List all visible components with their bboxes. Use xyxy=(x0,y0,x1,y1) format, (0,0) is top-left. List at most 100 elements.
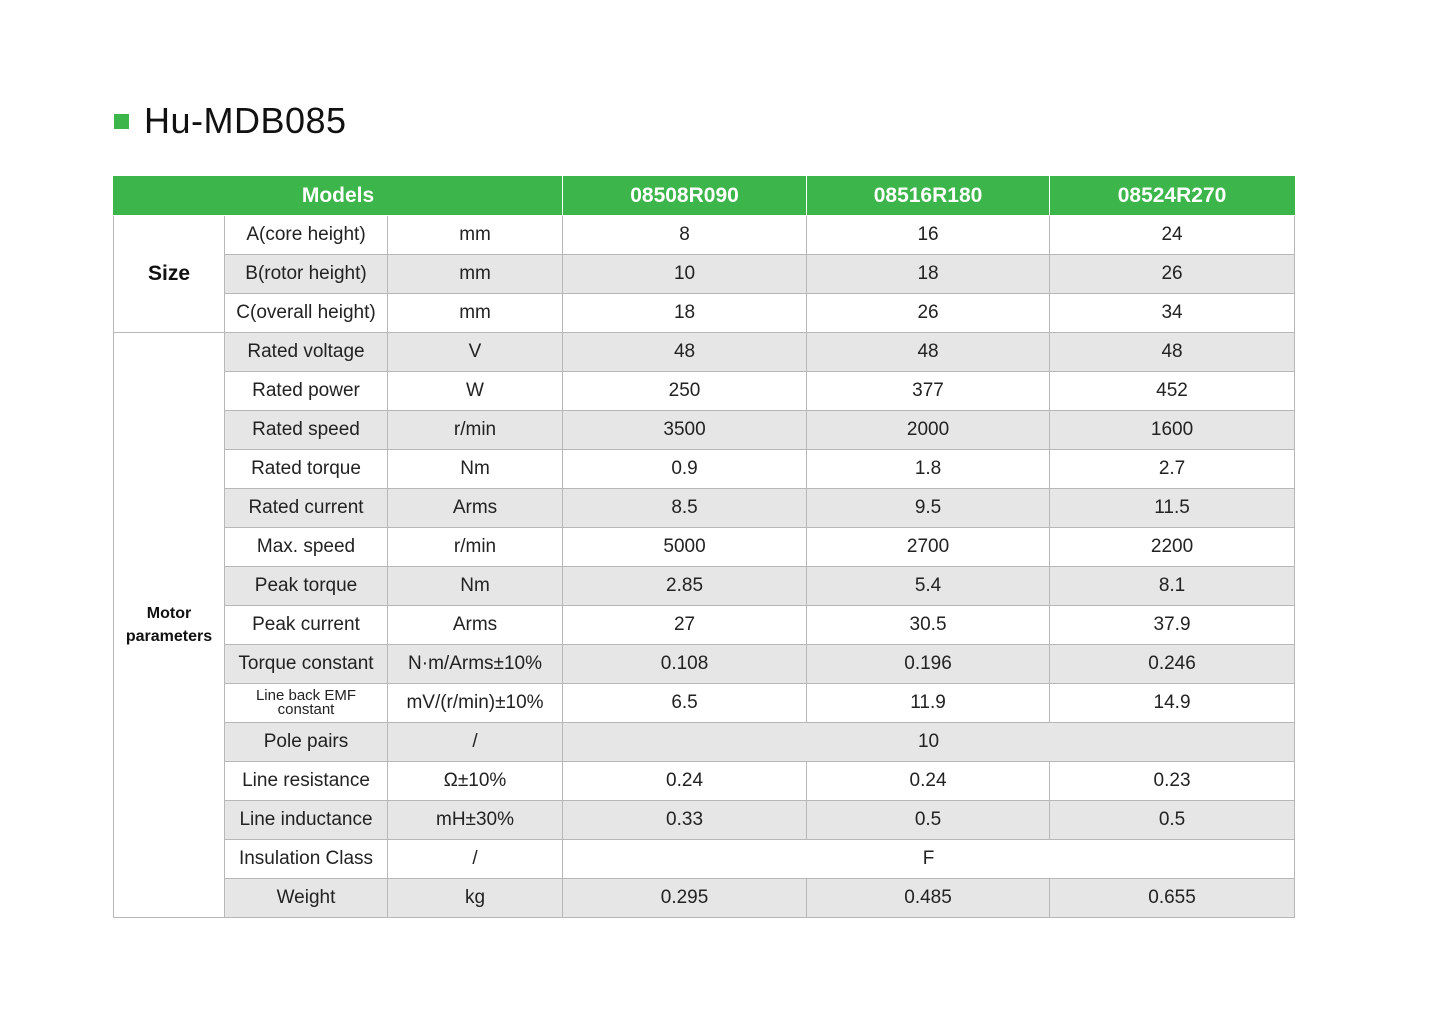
param-label: Weight xyxy=(224,878,388,918)
value-cell: 0.24 xyxy=(806,761,1051,801)
param-label: Peak torque xyxy=(224,566,388,606)
value-cell: 452 xyxy=(1049,371,1296,411)
merged-value-cell: 10 xyxy=(562,722,1296,762)
table-row: Weight kg 0.295 0.485 0.655 xyxy=(114,878,1296,918)
unit-cell: mm xyxy=(386,293,564,333)
value-cell: 0.196 xyxy=(806,644,1051,684)
unit-cell: mV/(r/min)±10% xyxy=(386,683,564,723)
param-label-line: constant xyxy=(277,701,335,718)
value-cell: 26 xyxy=(1049,254,1296,294)
param-label: Rated torque xyxy=(224,449,388,489)
value-cell: 5.4 xyxy=(806,566,1051,606)
table-row: Pole pairs / 10 xyxy=(114,722,1296,762)
value-cell: 0.295 xyxy=(562,878,808,918)
merged-value-cell: F xyxy=(562,839,1296,879)
table-row: Peak torque Nm 2.85 5.4 8.1 xyxy=(114,566,1296,606)
table-row: Line inductance mH±30% 0.33 0.5 0.5 xyxy=(114,800,1296,840)
value-cell: 18 xyxy=(562,293,808,333)
unit-cell: V xyxy=(386,332,564,372)
unit-cell: W xyxy=(386,371,564,411)
square-bullet-icon xyxy=(114,113,129,129)
value-cell: 10 xyxy=(562,254,808,294)
unit-cell: N·m/Arms±10% xyxy=(386,644,564,684)
value-cell: 8.5 xyxy=(562,488,808,528)
value-cell: 9.5 xyxy=(806,488,1051,528)
value-cell: 0.246 xyxy=(1049,644,1296,684)
value-cell: 2200 xyxy=(1049,527,1296,567)
param-label: C(overall height) xyxy=(224,293,388,333)
value-cell: 8 xyxy=(562,215,808,255)
table-row: C(overall height) mm 18 26 34 xyxy=(114,293,1296,333)
value-cell: 48 xyxy=(1049,332,1296,372)
value-cell: 16 xyxy=(806,215,1051,255)
value-cell: 0.33 xyxy=(562,800,808,840)
value-cell: 48 xyxy=(806,332,1051,372)
value-cell: 2700 xyxy=(806,527,1051,567)
unit-cell: mH±30% xyxy=(386,800,564,840)
value-cell: 11.9 xyxy=(806,683,1051,723)
value-cell: 0.5 xyxy=(1049,800,1296,840)
table-row: Rated torque Nm 0.9 1.8 2.7 xyxy=(114,449,1296,489)
value-cell: 18 xyxy=(806,254,1051,294)
value-cell: 11.5 xyxy=(1049,488,1296,528)
table-header-row: Models 08508R090 08516R180 08524R270 xyxy=(112,176,1296,216)
group-label-motor-parameters: Motor parameters xyxy=(113,332,225,918)
value-cell: 377 xyxy=(806,371,1051,411)
table-row: Size A(core height) mm 8 16 24 xyxy=(113,215,1296,333)
param-label: Line back EMF constant xyxy=(224,683,388,723)
table-row: Rated speed r/min 3500 2000 1600 xyxy=(114,410,1296,450)
value-cell: 0.655 xyxy=(1049,878,1296,918)
param-label: B(rotor height) xyxy=(224,254,388,294)
value-cell: 1.8 xyxy=(806,449,1051,489)
param-label: Pole pairs xyxy=(224,722,388,762)
value-cell: 250 xyxy=(562,371,808,411)
value-cell: 26 xyxy=(806,293,1051,333)
value-cell: 27 xyxy=(562,605,808,645)
value-cell: 1600 xyxy=(1049,410,1296,450)
value-cell: 24 xyxy=(1049,215,1296,255)
param-label-line: Line back EMF xyxy=(255,687,357,704)
value-cell: 8.1 xyxy=(1049,566,1296,606)
value-cell: 2.85 xyxy=(562,566,808,606)
model-header: 08524R270 xyxy=(1049,176,1296,216)
value-cell: 0.9 xyxy=(562,449,808,489)
unit-cell: Ω±10% xyxy=(386,761,564,801)
group-label-line: parameters xyxy=(125,628,213,645)
value-cell: 34 xyxy=(1049,293,1296,333)
value-cell: 2.7 xyxy=(1049,449,1296,489)
value-cell: 6.5 xyxy=(562,683,808,723)
value-cell: 48 xyxy=(562,332,808,372)
value-cell: 14.9 xyxy=(1049,683,1296,723)
table-row: Rated power W 250 377 452 xyxy=(114,371,1296,411)
value-cell: 3500 xyxy=(562,410,808,450)
param-label: Rated current xyxy=(224,488,388,528)
value-cell: 0.485 xyxy=(806,878,1051,918)
param-label: Peak current xyxy=(224,605,388,645)
value-cell: 2000 xyxy=(806,410,1051,450)
value-cell: 30.5 xyxy=(806,605,1051,645)
unit-cell: Nm xyxy=(386,449,564,489)
param-label: Rated speed xyxy=(224,410,388,450)
value-cell: 0.5 xyxy=(806,800,1051,840)
table-row: Max. speed r/min 5000 2700 2200 xyxy=(114,527,1296,567)
unit-cell: Nm xyxy=(386,566,564,606)
unit-cell: Arms xyxy=(386,605,564,645)
table-row: Rated current Arms 8.5 9.5 11.5 xyxy=(114,488,1296,528)
unit-cell: / xyxy=(386,839,564,879)
value-cell: 0.23 xyxy=(1049,761,1296,801)
unit-cell: Arms xyxy=(386,488,564,528)
models-header: Models xyxy=(112,176,564,216)
table-row: Line resistance Ω±10% 0.24 0.24 0.23 xyxy=(114,761,1296,801)
unit-cell: mm xyxy=(386,215,564,255)
value-cell: 0.24 xyxy=(562,761,808,801)
param-label: Torque constant xyxy=(224,644,388,684)
param-label: Line inductance xyxy=(224,800,388,840)
param-label: Insulation Class xyxy=(224,839,388,879)
spec-table: Models 08508R090 08516R180 08524R270 Siz… xyxy=(112,176,1296,918)
model-header: 08508R090 xyxy=(562,176,808,216)
unit-cell: r/min xyxy=(386,527,564,567)
page-title-row: Hu-MDB085 xyxy=(114,98,347,144)
unit-cell: mm xyxy=(386,254,564,294)
unit-cell: / xyxy=(386,722,564,762)
model-header: 08516R180 xyxy=(806,176,1051,216)
